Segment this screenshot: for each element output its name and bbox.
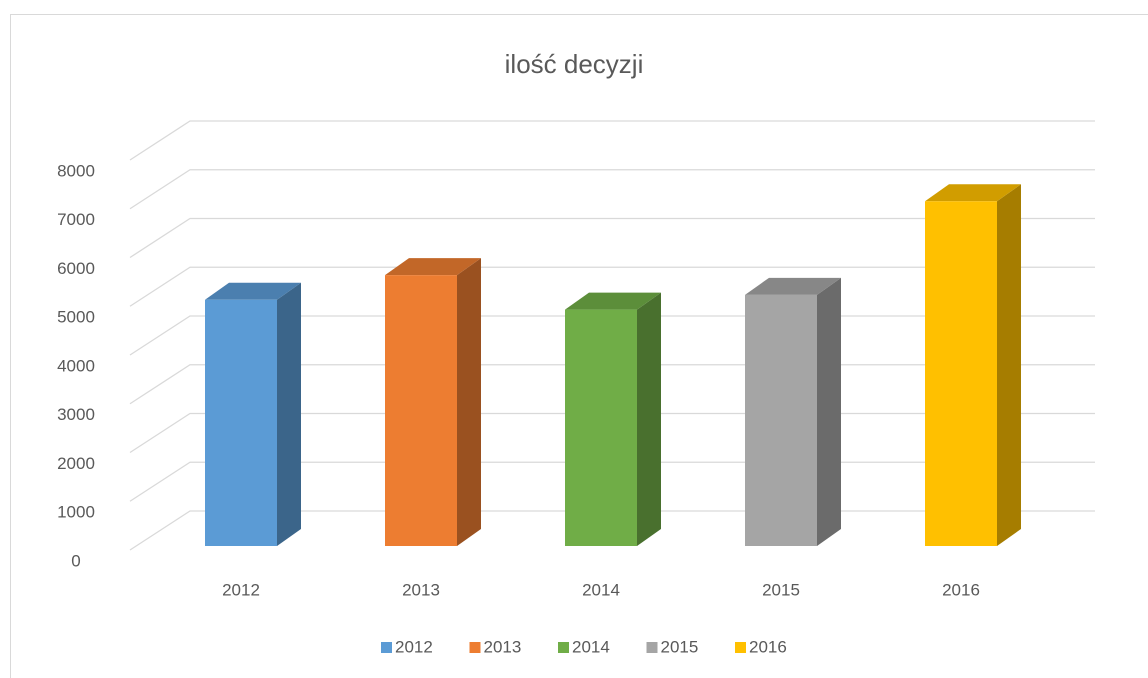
bar [385,275,457,546]
y-tick-label: 4000 [57,356,95,375]
x-tick-label: 2015 [762,580,800,599]
y-tick-label: 0 [71,551,80,570]
bar-side [817,277,841,546]
legend-swatch [646,642,658,653]
legend-label: 2013 [484,637,522,656]
legend-swatch [735,642,746,653]
legend-swatch [381,642,392,653]
bar-side [457,258,481,546]
grid-line [129,169,1095,210]
grid-line [129,266,1095,307]
bar [205,299,277,546]
y-tick-label: 3000 [57,405,95,424]
bar-side [277,282,301,546]
legend-label: 2014 [572,637,610,656]
y-tick-label: 6000 [57,259,95,278]
bar-side [997,184,1021,546]
grid-line [129,120,1095,161]
x-tick-label: 2013 [402,580,440,599]
y-tick-label: 5000 [57,308,95,327]
bar-top [205,282,301,300]
bar-side [637,292,661,546]
x-tick-label: 2014 [582,580,620,599]
chart-title: ilość decyzji [505,49,644,79]
grid-line [129,217,1095,259]
bar-top [925,184,1021,202]
bar-top [745,277,841,295]
y-tick-label: 8000 [57,161,95,180]
legend-label: 2012 [395,637,433,656]
bar [925,201,997,546]
bar-top [565,292,661,310]
bar [565,309,637,546]
legend-label: 2016 [749,637,787,656]
y-tick-label: 2000 [57,454,95,473]
x-tick-label: 2016 [942,580,980,599]
bar [745,294,817,546]
y-tick-label: 7000 [57,210,95,229]
legend-swatch [469,642,481,653]
x-tick-label: 2012 [222,580,260,599]
legend-swatch [558,642,569,653]
y-tick-label: 1000 [57,503,95,522]
bar-top [385,258,481,276]
legend-label: 2015 [661,637,699,656]
